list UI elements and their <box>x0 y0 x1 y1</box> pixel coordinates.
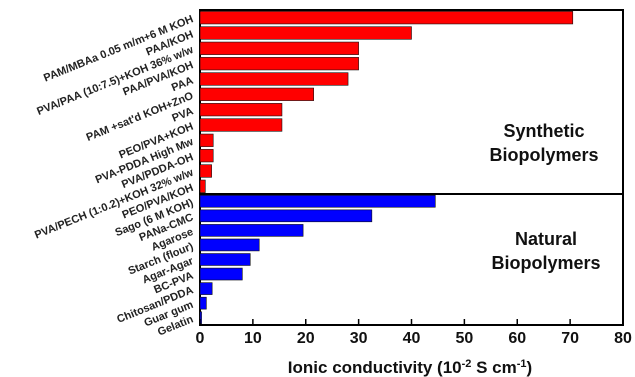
synthetic-bar <box>199 103 283 117</box>
natural-bar <box>199 311 202 324</box>
synthetic-bar <box>199 11 574 25</box>
natural-bar <box>199 238 260 252</box>
synthetic-bar <box>199 26 412 40</box>
synthetic-bar <box>199 72 349 86</box>
natural-bar <box>199 267 243 281</box>
synthetic-group-label-line2: Biopolymers <box>489 145 598 165</box>
x-tick-label: 20 <box>297 330 315 347</box>
natural-group-label-line1: Natural <box>515 229 577 249</box>
synthetic-bar <box>199 87 314 101</box>
synthetic-bar <box>199 179 206 193</box>
synthetic-bar <box>199 57 359 71</box>
bars-layer <box>199 11 574 324</box>
synthetic-bar <box>199 118 283 132</box>
x-tick-label: 80 <box>614 330 632 347</box>
x-tick-label: 50 <box>455 330 473 347</box>
natural-bar <box>199 195 436 208</box>
x-axis-label-exp1: -2 <box>462 358 472 370</box>
x-axis-label-mid: S cm <box>471 358 516 377</box>
x-tick-label: 40 <box>403 330 421 347</box>
x-tick-label: 70 <box>561 330 579 347</box>
synthetic-bar <box>199 164 212 178</box>
x-axis-label-end: ) <box>527 358 533 377</box>
natural-group-label-line2: Biopolymers <box>491 253 600 273</box>
natural-bar <box>199 253 251 266</box>
x-axis-label-main: Ionic conductivity (10 <box>288 358 462 377</box>
x-tick-label: 0 <box>196 330 205 347</box>
synthetic-bar <box>199 133 214 147</box>
natural-bar <box>199 209 373 223</box>
category-labels: PAM/MBAa 0.05 m/m+6 M KOHPAA/KOHPVA/PAA … <box>33 13 196 338</box>
synthetic-group-label-line1: Synthetic <box>503 121 584 141</box>
x-tick-label: 10 <box>244 330 262 347</box>
synthetic-bar <box>199 41 359 55</box>
natural-bar <box>199 296 207 310</box>
x-tick-label: 30 <box>350 330 368 347</box>
x-axis-label: Ionic conductivity (10-2 S cm-1) <box>288 358 532 377</box>
x-axis-label-exp2: -1 <box>517 358 527 370</box>
natural-bar <box>199 282 213 295</box>
natural-bar <box>199 224 304 237</box>
x-tick-label: 60 <box>508 330 526 347</box>
synthetic-bar <box>199 149 214 163</box>
x-axis-ticks: 0 10 20 30 40 50 60 70 80 <box>196 319 632 347</box>
